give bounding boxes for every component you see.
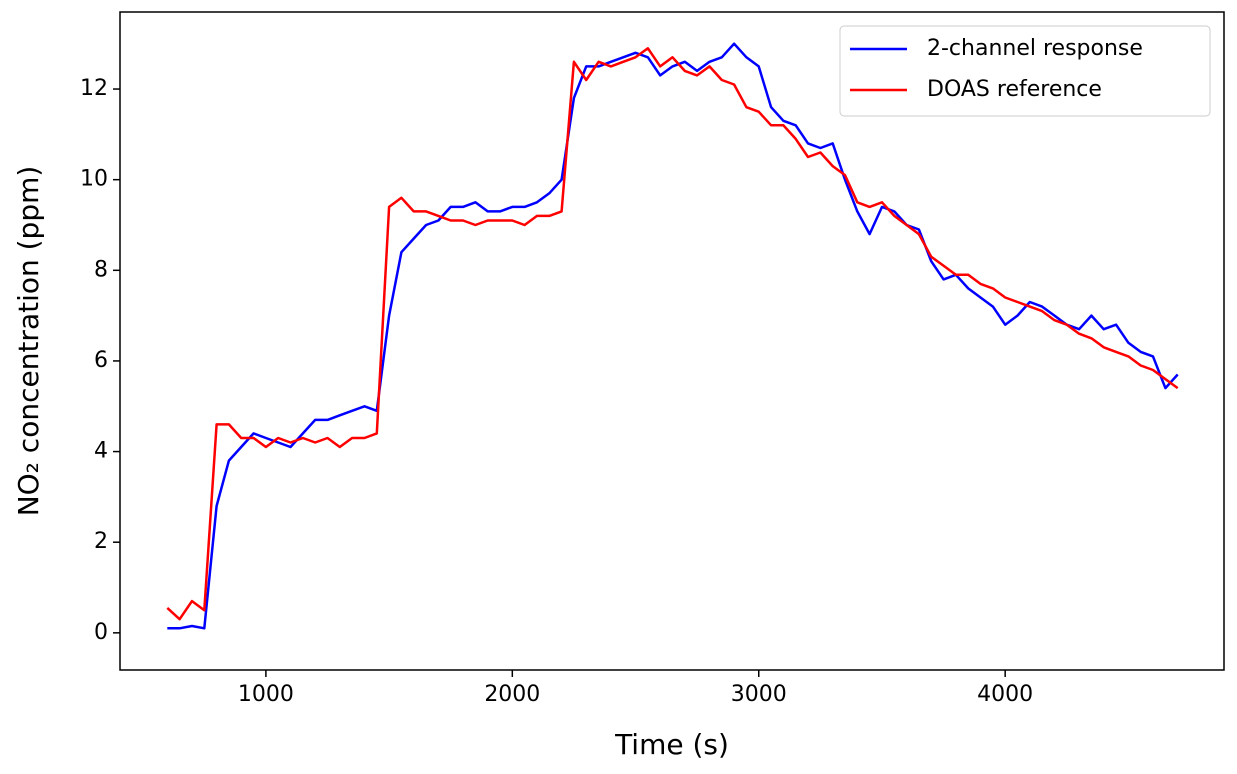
y-tick-label: 12 [80, 76, 108, 101]
y-tick-label: 4 [94, 439, 108, 464]
legend-label: DOAS reference [927, 77, 1102, 102]
plot-frame [119, 11, 1225, 671]
legend-label: 2-channel response [927, 36, 1143, 61]
x-axis-label: Time (s) [614, 728, 729, 761]
y-tick-label: 10 [80, 167, 108, 192]
y-tick-label: 0 [94, 620, 108, 645]
y-tick-label: 2 [94, 529, 108, 554]
y-axis-label: NO₂ concentration (ppm) [12, 166, 45, 517]
series-line [166, 47, 1179, 621]
y-tick-label: 8 [94, 257, 108, 282]
legend-box [839, 25, 1211, 117]
y-tick-label: 6 [94, 348, 108, 373]
series-line [167, 42, 1179, 630]
x-tick-label: 3000 [731, 682, 787, 707]
x-tick-label: 1000 [238, 682, 294, 707]
x-tick-label: 4000 [977, 682, 1033, 707]
x-tick-label: 2000 [484, 682, 540, 707]
